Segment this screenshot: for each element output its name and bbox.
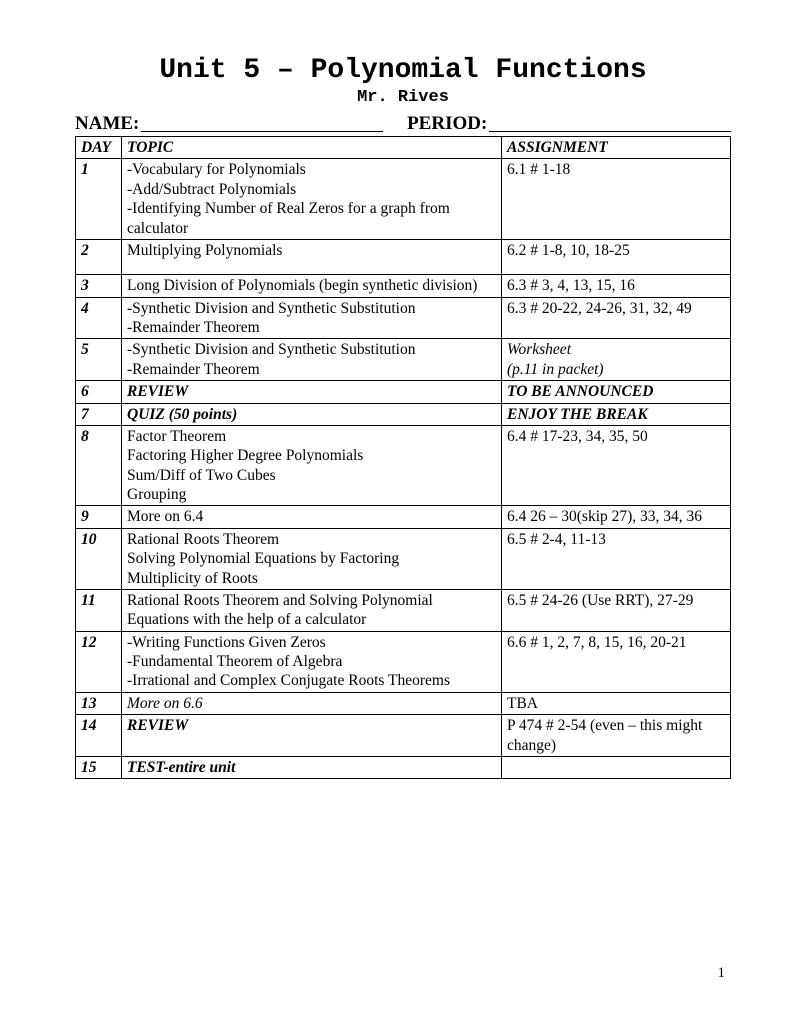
cell-day: 7 (76, 403, 122, 425)
cell-assignment: 6.4 26 – 30(skip 27), 33, 34, 36 (502, 506, 731, 528)
col-day: DAY (76, 137, 122, 159)
page-number: 1 (718, 965, 726, 982)
cell-assignment: TO BE ANNOUNCED (502, 381, 731, 403)
cell-topic: QUIZ (50 points) (122, 403, 502, 425)
table-row: 13More on 6.6TBA (76, 692, 731, 714)
name-blank-line (141, 113, 383, 132)
cell-assignment: Worksheet(p.11 in packet) (502, 339, 731, 381)
cell-assignment: 6.3 # 3, 4, 13, 15, 16 (502, 275, 731, 297)
cell-assignment: 6.2 # 1-8, 10, 18-25 (502, 239, 731, 274)
table-row: 10Rational Roots TheoremSolving Polynomi… (76, 528, 731, 589)
cell-topic: More on 6.6 (122, 692, 502, 714)
table-row: 6REVIEWTO BE ANNOUNCED (76, 381, 731, 403)
cell-assignment: ENJOY THE BREAK (502, 403, 731, 425)
cell-topic: -Synthetic Division and Synthetic Substi… (122, 297, 502, 339)
period-blank-line (489, 113, 731, 132)
cell-day: 13 (76, 692, 122, 714)
cell-topic: -Vocabulary for Polynomials-Add/Subtract… (122, 159, 502, 240)
cell-day: 12 (76, 631, 122, 692)
table-row: 2Multiplying Polynomials6.2 # 1-8, 10, 1… (76, 239, 731, 274)
cell-assignment: 6.5 # 2-4, 11-13 (502, 528, 731, 589)
cell-day: 1 (76, 159, 122, 240)
cell-topic: More on 6.4 (122, 506, 502, 528)
name-label: NAME: (75, 113, 139, 135)
cell-assignment: 6.3 # 20-22, 24-26, 31, 32, 49 (502, 297, 731, 339)
table-row: 5-Synthetic Division and Synthetic Subst… (76, 339, 731, 381)
table-row: 12-Writing Functions Given Zeros-Fundame… (76, 631, 731, 692)
syllabus-table: DAY TOPIC ASSIGNMENT 1-Vocabulary for Po… (75, 136, 731, 779)
cell-assignment: 6.6 # 1, 2, 7, 8, 15, 16, 20-21 (502, 631, 731, 692)
cell-day: 3 (76, 275, 122, 297)
cell-day: 8 (76, 425, 122, 506)
table-row: 14REVIEWP 474 # 2-54 (even – this might … (76, 715, 731, 757)
cell-day: 14 (76, 715, 122, 757)
unit-title: Unit 5 – Polynomial Functions (75, 55, 731, 86)
cell-day: 15 (76, 756, 122, 778)
cell-day: 4 (76, 297, 122, 339)
cell-topic: Long Division of Polynomials (begin synt… (122, 275, 502, 297)
table-row: 7QUIZ (50 points)ENJOY THE BREAK (76, 403, 731, 425)
col-topic: TOPIC (122, 137, 502, 159)
cell-assignment: TBA (502, 692, 731, 714)
cell-assignment: 6.1 # 1-18 (502, 159, 731, 240)
cell-assignment: 6.5 # 24-26 (Use RRT), 27-29 (502, 589, 731, 631)
cell-topic: TEST-entire unit (122, 756, 502, 778)
cell-topic: Factor TheoremFactoring Higher Degree Po… (122, 425, 502, 506)
cell-topic: Rational Roots TheoremSolving Polynomial… (122, 528, 502, 589)
cell-topic: -Synthetic Division and Synthetic Substi… (122, 339, 502, 381)
table-row: 8Factor TheoremFactoring Higher Degree P… (76, 425, 731, 506)
cell-day: 6 (76, 381, 122, 403)
table-row: 9More on 6.46.4 26 – 30(skip 27), 33, 34… (76, 506, 731, 528)
cell-assignment: 6.4 # 17-23, 34, 35, 50 (502, 425, 731, 506)
cell-day: 11 (76, 589, 122, 631)
period-label: PERIOD: (407, 113, 487, 135)
cell-assignment (502, 756, 731, 778)
cell-topic: -Writing Functions Given Zeros-Fundament… (122, 631, 502, 692)
col-assignment: ASSIGNMENT (502, 137, 731, 159)
table-row: 11Rational Roots Theorem and Solving Pol… (76, 589, 731, 631)
cell-topic: Multiplying Polynomials (122, 239, 502, 274)
table-row: 4-Synthetic Division and Synthetic Subst… (76, 297, 731, 339)
table-row: 3Long Division of Polynomials (begin syn… (76, 275, 731, 297)
cell-topic: REVIEW (122, 715, 502, 757)
cell-day: 2 (76, 239, 122, 274)
table-header-row: DAY TOPIC ASSIGNMENT (76, 137, 731, 159)
table-row: 15TEST-entire unit (76, 756, 731, 778)
cell-assignment: P 474 # 2-54 (even – this might change) (502, 715, 731, 757)
table-row: 1-Vocabulary for Polynomials-Add/Subtrac… (76, 159, 731, 240)
cell-day: 5 (76, 339, 122, 381)
name-period-row: NAME: PERIOD: (75, 113, 731, 135)
cell-day: 10 (76, 528, 122, 589)
cell-topic: Rational Roots Theorem and Solving Polyn… (122, 589, 502, 631)
cell-topic: REVIEW (122, 381, 502, 403)
cell-day: 9 (76, 506, 122, 528)
teacher-name: Mr. Rives (75, 88, 731, 107)
